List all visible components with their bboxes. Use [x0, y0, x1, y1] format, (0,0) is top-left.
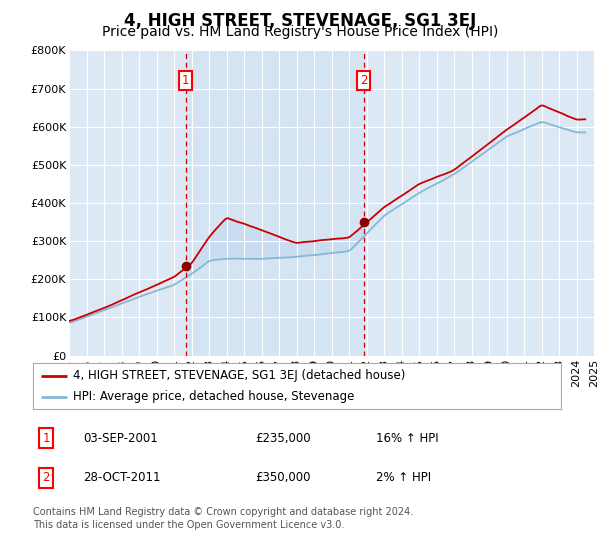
Text: Contains HM Land Registry data © Crown copyright and database right 2024.
This d: Contains HM Land Registry data © Crown c… — [33, 507, 413, 530]
Text: 2: 2 — [360, 74, 367, 87]
Text: HPI: Average price, detached house, Stevenage: HPI: Average price, detached house, Stev… — [73, 390, 354, 403]
Text: Price paid vs. HM Land Registry's House Price Index (HPI): Price paid vs. HM Land Registry's House … — [102, 25, 498, 39]
Text: 2% ↑ HPI: 2% ↑ HPI — [376, 472, 431, 484]
Text: 1: 1 — [43, 432, 50, 445]
Text: £350,000: £350,000 — [255, 472, 310, 484]
Text: 4, HIGH STREET, STEVENAGE, SG1 3EJ (detached house): 4, HIGH STREET, STEVENAGE, SG1 3EJ (deta… — [73, 369, 405, 382]
Text: 4, HIGH STREET, STEVENAGE, SG1 3EJ: 4, HIGH STREET, STEVENAGE, SG1 3EJ — [124, 12, 476, 30]
Text: £235,000: £235,000 — [255, 432, 310, 445]
Bar — [186, 50, 364, 356]
Text: 1: 1 — [182, 74, 190, 87]
Text: 2: 2 — [43, 472, 50, 484]
Text: 16% ↑ HPI: 16% ↑ HPI — [376, 432, 439, 445]
Text: 28-OCT-2011: 28-OCT-2011 — [83, 472, 161, 484]
Text: 03-SEP-2001: 03-SEP-2001 — [83, 432, 158, 445]
